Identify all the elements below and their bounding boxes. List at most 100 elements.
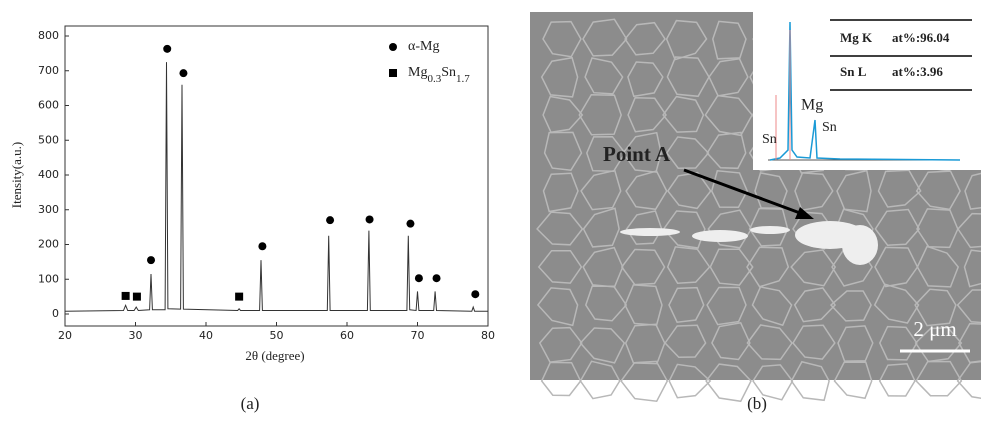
x-tick-label: 80 bbox=[481, 329, 495, 342]
y-tick-label: 300 bbox=[38, 203, 59, 216]
x-tick-label: 30 bbox=[129, 329, 143, 342]
table-lines bbox=[830, 19, 972, 91]
x-tick-label: 40 bbox=[199, 329, 213, 342]
grain bbox=[914, 288, 957, 327]
grain bbox=[543, 131, 583, 171]
grain bbox=[790, 249, 837, 287]
grain bbox=[624, 21, 666, 56]
grain bbox=[662, 95, 705, 133]
table-cell: Sn L bbox=[840, 64, 867, 79]
x-tick-label: 60 bbox=[340, 329, 354, 342]
grain bbox=[579, 360, 621, 400]
point-label: Point A bbox=[603, 142, 671, 166]
eds-peak-label: Mg bbox=[801, 97, 823, 114]
marker-circle bbox=[326, 216, 335, 225]
legend-label: α-Mg bbox=[408, 39, 439, 54]
grain bbox=[542, 172, 579, 213]
scale-bar-label: 2 μm bbox=[913, 317, 956, 341]
grain bbox=[542, 20, 582, 58]
eds-peak-label: Sn bbox=[762, 132, 777, 147]
grain bbox=[957, 212, 981, 249]
grain bbox=[833, 361, 873, 400]
grain bbox=[627, 61, 664, 98]
marker-circle bbox=[432, 274, 441, 283]
grain bbox=[916, 208, 959, 249]
grain bbox=[665, 19, 708, 61]
grain bbox=[956, 360, 981, 399]
y-tick-label: 800 bbox=[38, 29, 59, 42]
y-axis-label: Itensity(a.u.) bbox=[9, 142, 24, 208]
marker-circle bbox=[389, 43, 397, 51]
grain bbox=[793, 287, 837, 323]
grain bbox=[625, 210, 663, 245]
grain bbox=[710, 169, 749, 209]
grain bbox=[536, 287, 579, 327]
x-tick-label: 70 bbox=[411, 329, 425, 342]
grain bbox=[537, 249, 583, 284]
grain bbox=[963, 249, 981, 288]
caption: (b) bbox=[747, 394, 767, 413]
marker-circle bbox=[179, 69, 188, 78]
grain bbox=[579, 327, 626, 364]
grain bbox=[540, 361, 582, 397]
grain bbox=[706, 286, 747, 326]
grain bbox=[540, 56, 579, 98]
grain bbox=[666, 246, 711, 284]
grain bbox=[877, 169, 922, 208]
grain bbox=[878, 363, 916, 397]
grain bbox=[668, 363, 712, 399]
grain bbox=[708, 57, 749, 97]
grain bbox=[625, 170, 668, 211]
grain bbox=[620, 360, 669, 403]
arrow-shaft bbox=[683, 168, 801, 215]
marker-circle bbox=[414, 274, 423, 283]
grain bbox=[874, 246, 919, 288]
grain bbox=[622, 131, 662, 173]
grain bbox=[712, 20, 747, 60]
y-tick-label: 200 bbox=[38, 238, 59, 251]
grain bbox=[829, 290, 872, 322]
eds-spectrum bbox=[769, 21, 961, 161]
marker-square bbox=[121, 291, 130, 300]
marker-circle bbox=[163, 44, 172, 53]
grain bbox=[578, 93, 622, 136]
grain bbox=[958, 322, 981, 364]
grain bbox=[538, 326, 583, 363]
grain bbox=[916, 245, 960, 288]
grain bbox=[915, 360, 963, 397]
table-cell: at%:3.96 bbox=[892, 64, 943, 79]
grain bbox=[706, 131, 747, 170]
grain bbox=[754, 172, 788, 209]
grain bbox=[964, 172, 981, 210]
grain bbox=[666, 56, 710, 98]
grain bbox=[752, 364, 794, 401]
x-tick-label: 20 bbox=[58, 329, 72, 342]
y-tick-label: 0 bbox=[52, 307, 59, 320]
grain bbox=[620, 248, 666, 286]
marker-circle bbox=[406, 219, 415, 228]
grain bbox=[542, 95, 584, 134]
grain bbox=[711, 321, 751, 361]
grain bbox=[746, 324, 793, 361]
marker-circle bbox=[258, 242, 267, 251]
grain bbox=[582, 18, 628, 57]
grain bbox=[836, 169, 872, 213]
grain bbox=[874, 208, 921, 246]
xrd-pattern bbox=[64, 62, 488, 312]
grain bbox=[582, 207, 620, 248]
caption: (a) bbox=[241, 394, 260, 413]
grain bbox=[704, 94, 754, 137]
grain bbox=[664, 324, 707, 359]
grain bbox=[668, 286, 705, 324]
grain bbox=[665, 136, 710, 169]
grain bbox=[709, 248, 754, 286]
grain bbox=[627, 97, 667, 133]
grain bbox=[584, 285, 628, 322]
grain bbox=[748, 207, 789, 247]
grain bbox=[914, 326, 963, 363]
grain bbox=[746, 246, 790, 288]
grain bbox=[956, 289, 981, 324]
y-tick-label: 100 bbox=[38, 272, 59, 285]
grain bbox=[794, 172, 834, 212]
